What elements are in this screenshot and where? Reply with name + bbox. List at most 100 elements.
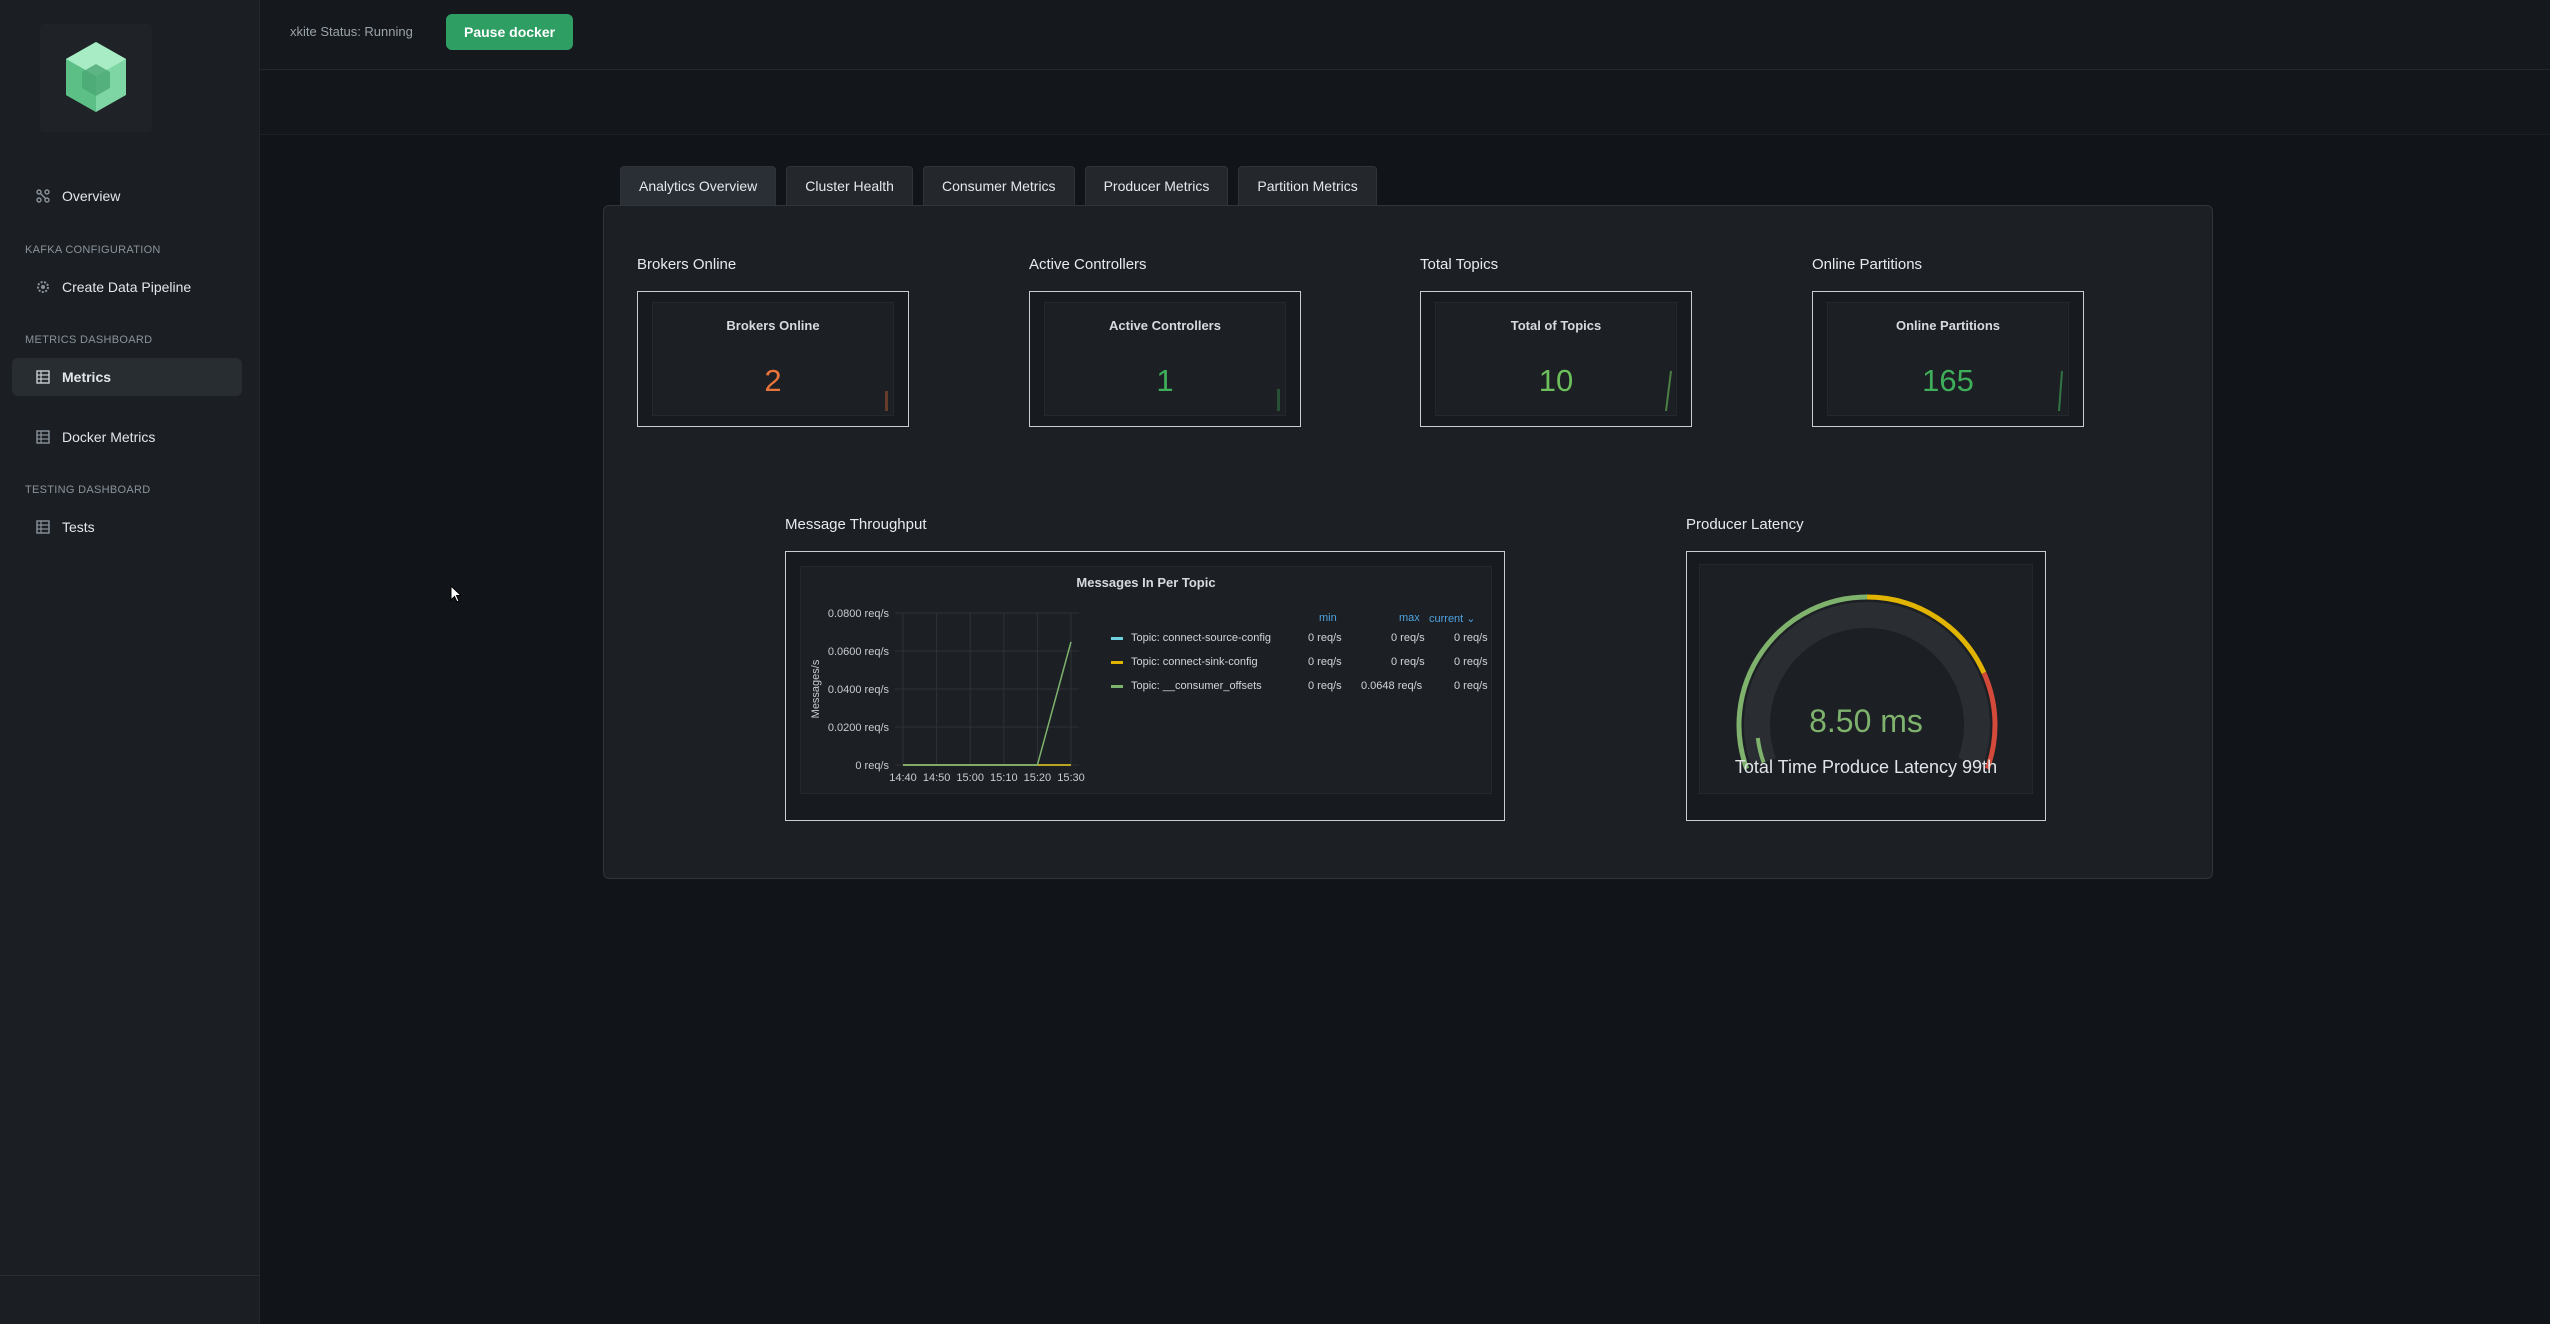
stat-label: Online Partitions — [1895, 318, 2000, 333]
analytics-overview-panel: Brokers Online Brokers Online 2 Active C… — [603, 205, 2213, 879]
app-logo[interactable] — [40, 24, 152, 132]
stat-label: Total of Topics — [1510, 318, 1602, 333]
brokers-online-value: 2 — [764, 363, 782, 398]
stat-inner: Total of Topics 10 — [1435, 302, 1677, 416]
legend-max-value: 0.0648 req/s — [1361, 680, 1423, 692]
table-icon — [34, 428, 52, 446]
message-throughput-title: Message Throughput — [785, 516, 927, 533]
mouse-cursor-icon — [450, 585, 463, 603]
total-topics-value: 10 — [1538, 363, 1574, 398]
legend-max-header[interactable]: max — [1399, 612, 1420, 624]
total-topics-card[interactable]: Total of Topics 10 — [1420, 291, 1692, 427]
active-controllers-card[interactable]: Active Controllers 1 — [1029, 291, 1301, 427]
legend-current-value: 0 req/s — [1454, 656, 1488, 668]
table-icon — [34, 518, 52, 536]
latency-gauge — [1736, 594, 1998, 770]
brokers-online-title: Brokers Online — [637, 256, 737, 273]
legend-max-value: 0 req/s — [1391, 632, 1425, 644]
sidebar-item-label: Metrics — [62, 369, 112, 385]
producer-latency-panel[interactable]: 8.50 ms Total Time Produce Latency 99th — [1686, 551, 2046, 821]
sidebar-divider — [0, 1275, 259, 1276]
brokers-online-card[interactable]: Brokers Online 2 — [637, 291, 909, 427]
sidebar-item-label: Tests — [62, 519, 95, 535]
sidebar-item-create-data-pipeline[interactable]: Create Data Pipeline — [12, 268, 242, 306]
gauge-value-arc — [1755, 737, 1766, 764]
metrics-dashboard-heading: METRICS DASHBOARD — [25, 334, 153, 346]
legend-item[interactable]: Topic: connect-source-config — [1111, 628, 1271, 648]
legend-current-header[interactable]: current ⌄ — [1429, 613, 1476, 625]
total-topics-title: Total Topics — [1420, 256, 1499, 273]
gauge-threshold-yellow — [1866, 594, 1987, 674]
kafka-configuration-heading: KAFKA CONFIGURATION — [25, 244, 161, 256]
stat-inner: Online Partitions 165 — [1827, 302, 2069, 416]
online-partitions-card[interactable]: Online Partitions 165 — [1812, 291, 2084, 427]
x-tick-label: 15:10 — [990, 772, 1018, 784]
x-tick-label: 14:50 — [923, 772, 951, 784]
tab-partition-metrics[interactable]: Partition Metrics — [1238, 166, 1377, 205]
y-tick-label: 0.0600 req/s — [828, 646, 890, 658]
sparkline — [885, 391, 888, 411]
stat-inner: Brokers Online 2 — [652, 302, 894, 416]
testing-dashboard-heading: TESTING DASHBOARD — [25, 484, 151, 496]
sidebar: Overview KAFKA CONFIGURATION Create Data… — [0, 0, 260, 1324]
legend-min-header[interactable]: min — [1319, 612, 1337, 624]
gauge-threshold-red — [1981, 671, 1998, 770]
y-tick-label: 0 req/s — [855, 760, 889, 772]
online-partitions-value: 165 — [1922, 363, 1974, 398]
legend-current-value: 0 req/s — [1454, 632, 1488, 644]
producer-latency-title: Producer Latency — [1686, 516, 1804, 533]
sparkline — [1277, 389, 1280, 411]
pause-docker-button[interactable]: Pause docker — [446, 14, 574, 50]
legend-series-name: Topic: connect-source-config — [1131, 632, 1272, 644]
sidebar-item-metrics[interactable]: Metrics — [12, 358, 242, 396]
tab-cluster-health[interactable]: Cluster Health — [786, 166, 913, 205]
y-tick-label: 0.0400 req/s — [828, 684, 890, 696]
tab-consumer-metrics[interactable]: Consumer Metrics — [922, 166, 1075, 205]
docker-status-text: xkite Status: Running — [290, 24, 413, 39]
latency-label: Total Time Produce Latency 99th — [1734, 757, 1998, 777]
hexagon-logo-icon — [66, 42, 126, 112]
online-partitions-title: Online Partitions — [1812, 256, 1923, 273]
tab-producer-metrics[interactable]: Producer Metrics — [1084, 166, 1229, 205]
x-tick-label: 15:00 — [956, 772, 984, 784]
message-throughput-panel[interactable]: Messages In Per Topic 0 req/s 0.0200 req/… — [785, 551, 1505, 821]
tab-analytics-overview[interactable]: Analytics Overview — [620, 166, 777, 205]
sidebar-item-tests[interactable]: Tests — [12, 508, 242, 546]
legend-swatch — [1111, 636, 1123, 640]
overview-icon — [34, 187, 52, 205]
sidebar-item-overview[interactable]: Overview — [12, 177, 242, 215]
latency-inner: 8.50 ms Total Time Produce Latency 99th — [1699, 564, 2033, 794]
active-controllers-value: 1 — [1156, 363, 1174, 398]
table-icon — [34, 368, 52, 386]
latency-value: 8.50 ms — [1809, 703, 1923, 739]
x-tick-label: 15:30 — [1057, 772, 1085, 784]
legend-swatch — [1111, 660, 1123, 664]
series-line — [903, 641, 1072, 766]
sparkline — [1665, 370, 1672, 411]
stat-inner: Active Controllers 1 — [1044, 302, 1286, 416]
y-axis-label: Messages/s — [810, 659, 822, 718]
legend-swatch — [1111, 684, 1123, 688]
stat-label: Brokers Online — [726, 318, 820, 333]
y-tick-label: 0.0800 req/s — [828, 608, 890, 620]
sidebar-item-label: Create Data Pipeline — [62, 279, 192, 295]
sidebar-item-label: Overview — [62, 188, 121, 204]
sidebar-item-docker-metrics[interactable]: Docker Metrics — [12, 418, 242, 456]
legend-item[interactable]: Topic: connect-sink-config — [1111, 652, 1258, 672]
sparkline — [2058, 370, 2063, 411]
sub-header-bar — [260, 70, 2550, 135]
active-controllers-title: Active Controllers — [1029, 256, 1147, 273]
legend-min-value: 0 req/s — [1308, 632, 1342, 644]
gauge-track — [1744, 602, 1990, 768]
y-tick-label: 0.0200 req/s — [828, 722, 890, 734]
legend-item[interactable]: Topic: __consumer_offsets — [1111, 676, 1262, 696]
legend-series-name: Topic: connect-sink-config — [1131, 656, 1258, 668]
sidebar-item-label: Docker Metrics — [62, 429, 156, 445]
throughput-inner: Messages In Per Topic 0 req/s 0.0200 req/… — [800, 566, 1492, 794]
x-tick-label: 14:40 — [889, 772, 917, 784]
messages-in-per-topic-chart: 0 req/s 0.0200 req/s 0.0400 req/s 0.0600 re… — [810, 608, 1085, 784]
legend-max-value: 0 req/s — [1391, 656, 1425, 668]
gauge-threshold-green — [1736, 594, 1868, 770]
legend-current-value: 0 req/s — [1454, 680, 1488, 692]
x-tick-label: 15:20 — [1024, 772, 1052, 784]
